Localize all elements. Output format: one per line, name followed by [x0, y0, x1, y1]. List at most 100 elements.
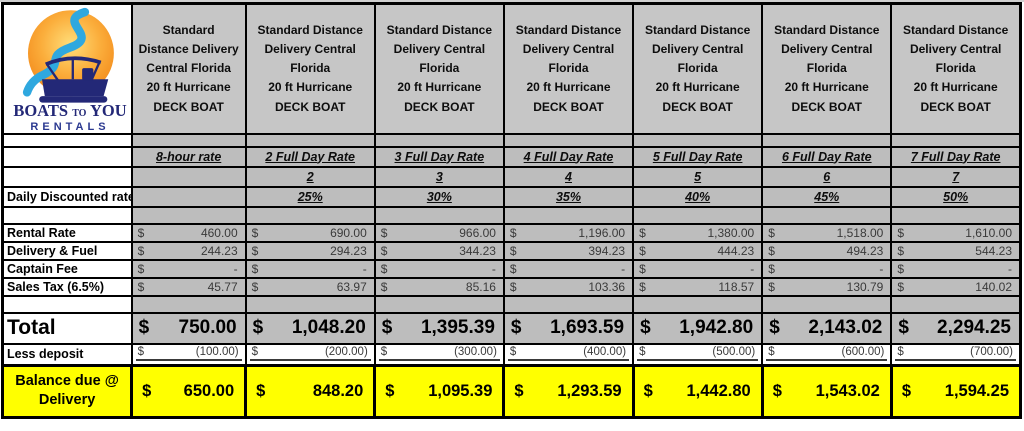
dollar-sign: $ — [251, 243, 259, 258]
discount-cell: 30% — [373, 185, 505, 208]
sales-tax-cell: $63.97 — [244, 276, 376, 297]
row-label-balance-due: Balance due @ Delivery — [0, 363, 134, 419]
dollar-sign: $ — [251, 345, 259, 358]
dollar-sign: $ — [768, 261, 775, 276]
row-label-delivery-fuel: Delivery & Fuel — [1, 240, 133, 261]
empty-cell — [244, 132, 376, 148]
day-count-row: 2 3 4 5 6 7 — [1, 165, 1022, 188]
empty-cell — [632, 294, 764, 314]
rental-rate-cell: $966.00 — [373, 222, 505, 243]
discount-cell: 40% — [632, 185, 764, 208]
sales-tax-cell: $130.79 — [761, 276, 893, 297]
captain-fee-cell: $ - — [130, 258, 247, 279]
spacer-row — [1, 132, 1022, 148]
sales-tax-cell: $118.57 — [632, 276, 764, 297]
dollar-sign: $ — [251, 225, 259, 240]
total-row: Total $750.00 $1,048.20 $1,395.39 $1,693… — [1, 311, 1022, 345]
logo-cell: BOATS TO YOU RENTALS — [1, 2, 133, 135]
dollar-sign: $ — [509, 225, 517, 240]
spacer-row — [1, 294, 1022, 314]
less-deposit-cell: $ (300.00) — [373, 342, 505, 366]
less-deposit-cell: $ (500.00) — [632, 342, 764, 366]
dollar-sign: $ — [514, 381, 524, 400]
empty-cell — [130, 205, 247, 225]
empty-cell — [373, 132, 505, 148]
dollar-sign: $ — [639, 345, 646, 358]
empty-cell — [890, 205, 1022, 225]
day-count-cell: 3 — [373, 165, 505, 188]
dollar-sign: $ — [380, 261, 388, 276]
empty-cell — [130, 294, 247, 314]
rate-label-cell: 5 Full Day Rate — [632, 145, 764, 168]
logo-word-to: TO — [72, 108, 87, 119]
sales-tax-cell: $45.77 — [130, 276, 247, 297]
balance-due-cell: $1,594.25 — [889, 363, 1023, 419]
empty-cell — [502, 205, 635, 225]
less-deposit-cell: $ (400.00) — [502, 342, 635, 366]
balance-due-row: Balance due @ Delivery $650.00 $848.20 $… — [0, 363, 1023, 419]
column-header: Standard Distance Delivery Central Florida… — [502, 2, 635, 135]
total-cell: $1,395.39 — [373, 311, 505, 345]
discount-cell: 35% — [502, 185, 635, 208]
dollar-sign: $ — [769, 317, 780, 338]
row-label-rental-rate: Rental Rate — [1, 222, 133, 243]
empty-cell — [1, 132, 133, 148]
column-header: Standard Distance Delivery Central Florida… — [890, 2, 1022, 135]
rental-rate-cell: $1,518.00 — [761, 222, 893, 243]
balance-due-cell: $1,095.39 — [373, 363, 506, 419]
balance-due-cell: $848.20 — [244, 363, 377, 419]
river-icon — [22, 7, 90, 97]
dollar-sign: $ — [639, 225, 646, 240]
balance-due-cell: $1,293.59 — [502, 363, 635, 419]
rate-label-cell: 7 Full Day Rate — [890, 145, 1022, 168]
empty-cell — [130, 132, 247, 148]
empty-cell — [632, 132, 764, 148]
column-header: Standard Distance Delivery Central Florida… — [632, 2, 764, 135]
logo-graphic — [22, 7, 114, 103]
dollar-sign: $ — [639, 279, 646, 294]
sales-tax-cell: $140.02 — [890, 276, 1022, 297]
dollar-sign: $ — [138, 317, 150, 338]
less-deposit-cell: $ (600.00) — [761, 342, 893, 366]
sales-tax-cell: $103.36 — [502, 276, 635, 297]
sales-tax-cell: $85.16 — [373, 276, 505, 297]
day-count-cell: 5 — [632, 165, 764, 188]
boats-to-you-logo: BOATS TO YOU RENTALS — [7, 6, 130, 133]
rate-label-cell: 2 Full Day Rate — [244, 145, 376, 168]
delivery-fuel-cell: $344.23 — [373, 240, 505, 261]
empty-cell — [761, 294, 893, 314]
dollar-sign: $ — [768, 345, 775, 358]
discount-cell: 25% — [244, 185, 376, 208]
dollar-sign: $ — [509, 261, 517, 276]
dollar-sign: $ — [381, 317, 393, 338]
column-header: Standard Distance Delivery Central Florida… — [373, 2, 505, 135]
empty-cell — [890, 294, 1022, 314]
column-header: Standard Distance Delivery Central Florida… — [761, 2, 893, 135]
discount-row: Daily Discounted rate 25% 30% 35% 40% 45… — [1, 185, 1022, 208]
dollar-sign: $ — [897, 225, 905, 240]
total-cell: $1,942.80 — [632, 311, 764, 345]
captain-fee-cell: $ - — [890, 258, 1022, 279]
logo-subtitle: RENTALS — [30, 120, 110, 133]
dollar-sign: $ — [380, 345, 388, 358]
total-cell: $1,048.20 — [244, 311, 376, 345]
rental-rate-cell: $1,380.00 — [632, 222, 764, 243]
delivery-fuel-cell: $494.23 — [761, 240, 893, 261]
spacer-row — [1, 205, 1022, 225]
empty-cell — [244, 205, 376, 225]
dollar-sign: $ — [509, 279, 517, 294]
row-label-sales-tax: Sales Tax (6.5%) — [1, 276, 133, 297]
price-table: BOATS TO YOU RENTALS Standard Distance De… — [0, 2, 1023, 419]
empty-cell — [1, 145, 133, 168]
day-count-cell: 2 — [244, 165, 376, 188]
dollar-sign: $ — [901, 381, 912, 400]
delivery-fuel-cell: $294.23 — [244, 240, 376, 261]
dollar-sign: $ — [137, 261, 145, 276]
row-label-captain-fee: Captain Fee — [1, 258, 133, 279]
rental-rate-cell: $460.00 — [130, 222, 247, 243]
dollar-sign: $ — [251, 261, 259, 276]
total-cell: $2,143.02 — [761, 311, 893, 345]
dollar-sign: $ — [897, 261, 905, 276]
row-label-daily-discount: Daily Discounted rate — [1, 185, 133, 208]
